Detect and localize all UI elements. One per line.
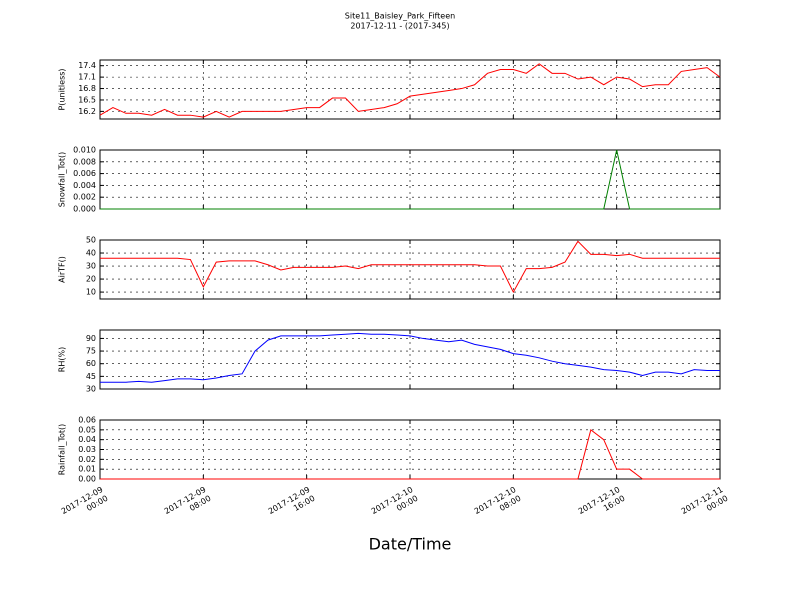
plot-frame <box>99 59 721 120</box>
chart-title: Site11_Baisley_Park_Fifteen <box>345 12 455 21</box>
y-tick-label: 0.006 <box>73 169 96 178</box>
data-line <box>99 63 721 118</box>
y-axis-label: Rainfall_Tot() <box>58 424 67 476</box>
data-line <box>100 428 720 480</box>
y-tick-label: 45 <box>86 372 96 381</box>
plot-frame <box>99 419 721 480</box>
x-axis-label: Date/Time <box>369 535 452 554</box>
y-axis-label: RH(%) <box>58 347 67 372</box>
data-line <box>100 149 720 210</box>
y-tick-label: 17.1 <box>78 73 96 82</box>
y-tick-label: 0.00 <box>78 475 96 484</box>
y-axis-label: AirTF() <box>58 256 67 283</box>
y-tick-label: 0.06 <box>78 416 96 425</box>
y-axis-label: P(unitless) <box>58 68 67 110</box>
y-tick-label: 10 <box>86 288 96 297</box>
y-tick-label: 17.4 <box>78 61 96 70</box>
y-tick-label: 0.004 <box>73 181 96 190</box>
y-tick-label: 0.01 <box>78 465 96 474</box>
y-tick-label: 0.02 <box>78 455 96 464</box>
y-tick-label: 60 <box>86 359 96 368</box>
plot-frame <box>99 329 721 390</box>
data-line <box>100 332 720 383</box>
chart-subtitle: 2017-12-11 - (2017-345) <box>350 22 449 31</box>
y-tick-label: 90 <box>86 334 96 343</box>
y-tick-label: 0.04 <box>78 435 96 444</box>
y-tick-label: 30 <box>86 385 96 394</box>
y-tick-label: 75 <box>86 347 96 356</box>
y-tick-label: 40 <box>86 249 96 258</box>
y-tick-label: 30 <box>86 262 96 271</box>
y-tick-label: 16.8 <box>78 84 96 93</box>
y-tick-label: 0.000 <box>73 205 96 214</box>
plot-frame <box>99 149 721 210</box>
data-line <box>100 240 720 294</box>
plot-frame <box>99 239 721 300</box>
y-tick-label: 16.5 <box>78 95 96 104</box>
y-tick-label: 0.03 <box>78 445 96 454</box>
y-tick-label: 0.002 <box>73 193 96 202</box>
y-axis-label: Snowfall_Tot() <box>58 152 67 208</box>
y-tick-label: 0.05 <box>78 425 96 434</box>
y-tick-label: 16.2 <box>78 107 96 116</box>
y-tick-label: 20 <box>86 275 96 284</box>
y-tick-label: 0.008 <box>73 157 96 166</box>
y-tick-label: 50 <box>86 236 96 245</box>
y-tick-label: 0.010 <box>73 146 96 155</box>
